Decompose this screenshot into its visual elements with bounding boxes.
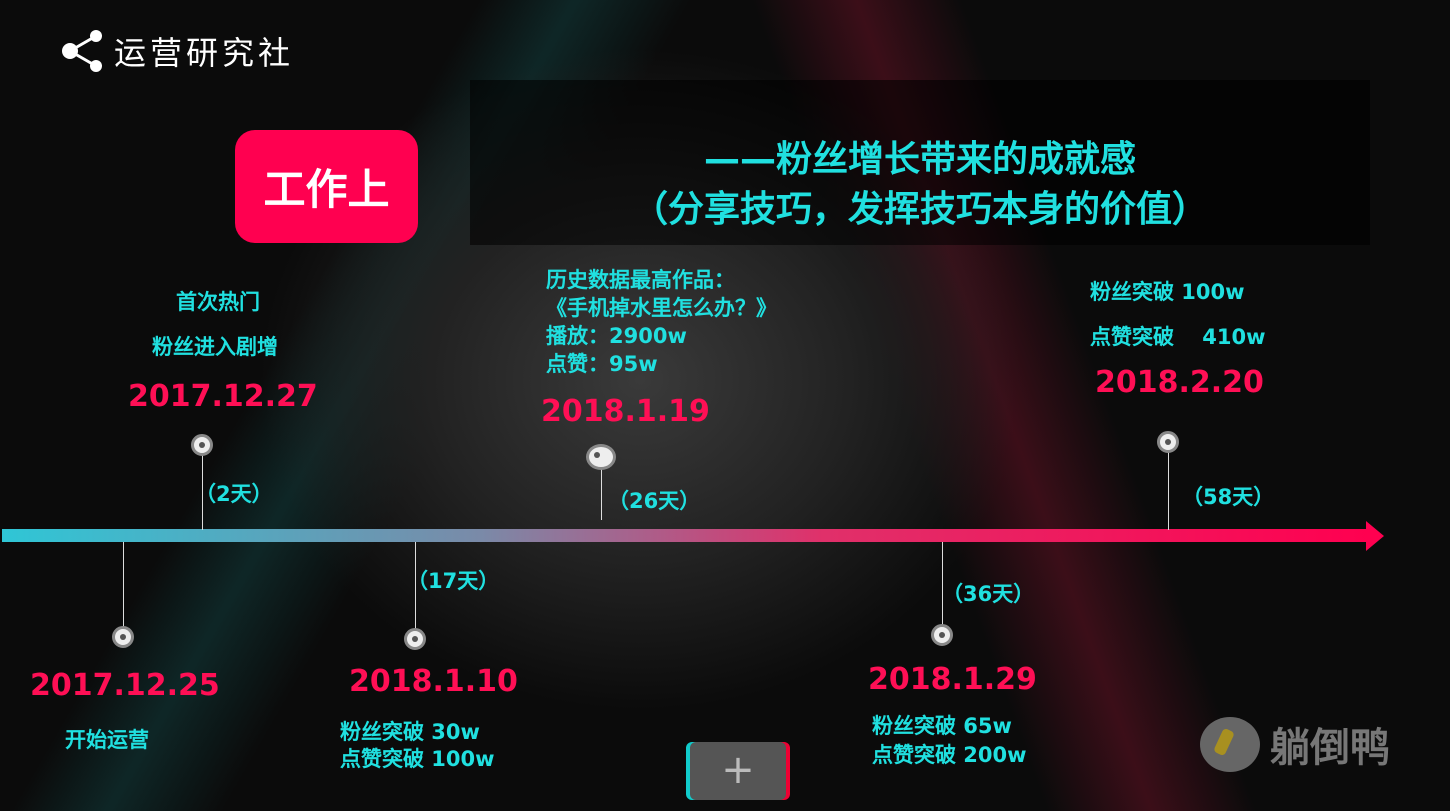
event-date: 2018.1.19 xyxy=(541,394,710,429)
duration-label: （2天） xyxy=(195,482,273,506)
event-date: 2018.1.29 xyxy=(868,662,1037,697)
pin-2018-1-29 xyxy=(931,624,953,646)
event-text: 粉丝进入剧增 xyxy=(152,335,278,359)
event-text: 粉丝突破 30w xyxy=(340,720,480,744)
watermark: 躺倒鸭 xyxy=(1200,715,1390,773)
timeline-arrow xyxy=(1366,521,1384,551)
add-button[interactable]: + xyxy=(690,742,786,800)
event-text: 点赞：95w xyxy=(546,352,658,376)
stem xyxy=(202,445,203,530)
pin-2018-1-19 xyxy=(586,444,616,470)
event-date: 2018.1.10 xyxy=(349,664,518,699)
stem xyxy=(1168,442,1169,530)
event-date: 2017.12.27 xyxy=(128,379,318,414)
pin-2018-1-10 xyxy=(404,628,426,650)
event-text: 点赞突破 410w xyxy=(1090,325,1266,349)
duration-label: （26天） xyxy=(608,489,701,513)
section-tag: 工作上 xyxy=(235,130,418,243)
stem xyxy=(415,542,416,639)
event-text: 播放：2900w xyxy=(546,324,687,348)
title-banner: ——粉丝增长带来的成就感 （分享技巧，发挥技巧本身的价值） xyxy=(470,80,1370,245)
stem xyxy=(123,542,124,637)
event-text: 点赞突破 200w xyxy=(872,743,1027,767)
title-line-2: （分享技巧，发挥技巧本身的价值） xyxy=(631,189,1208,230)
stem xyxy=(942,542,943,635)
event-text: 粉丝突破 65w xyxy=(872,714,1012,738)
timeline-axis xyxy=(2,529,1370,542)
event-text: 点赞突破 100w xyxy=(340,747,495,771)
share-icon xyxy=(62,30,102,72)
pin-2018-2-20 xyxy=(1157,431,1179,453)
event-text: 首次热门 xyxy=(176,290,260,314)
event-date: 2017.12.25 xyxy=(30,668,220,703)
pin-2017-12-27 xyxy=(191,434,213,456)
logo-text: 运营研究社 xyxy=(114,34,295,72)
event-text: 开始运营 xyxy=(65,728,149,752)
event-text: 《手机掉水里怎么办？》 xyxy=(546,296,777,320)
duration-label: （58天） xyxy=(1182,485,1275,509)
duck-logo-icon xyxy=(1200,716,1260,772)
stem xyxy=(601,457,602,520)
logo: 运营研究社 xyxy=(60,28,294,74)
event-text: 历史数据最高作品： xyxy=(546,268,735,292)
duration-label: （17天） xyxy=(407,569,500,593)
duration-label: （36天） xyxy=(942,582,1035,606)
event-text: 粉丝突破 100w xyxy=(1090,280,1245,304)
watermark-text: 躺倒鸭 xyxy=(1270,725,1390,771)
title-line-1: ——粉丝增长带来的成就感 xyxy=(703,139,1136,180)
event-date: 2018.2.20 xyxy=(1095,365,1264,400)
pin-2017-12-25 xyxy=(112,626,134,648)
